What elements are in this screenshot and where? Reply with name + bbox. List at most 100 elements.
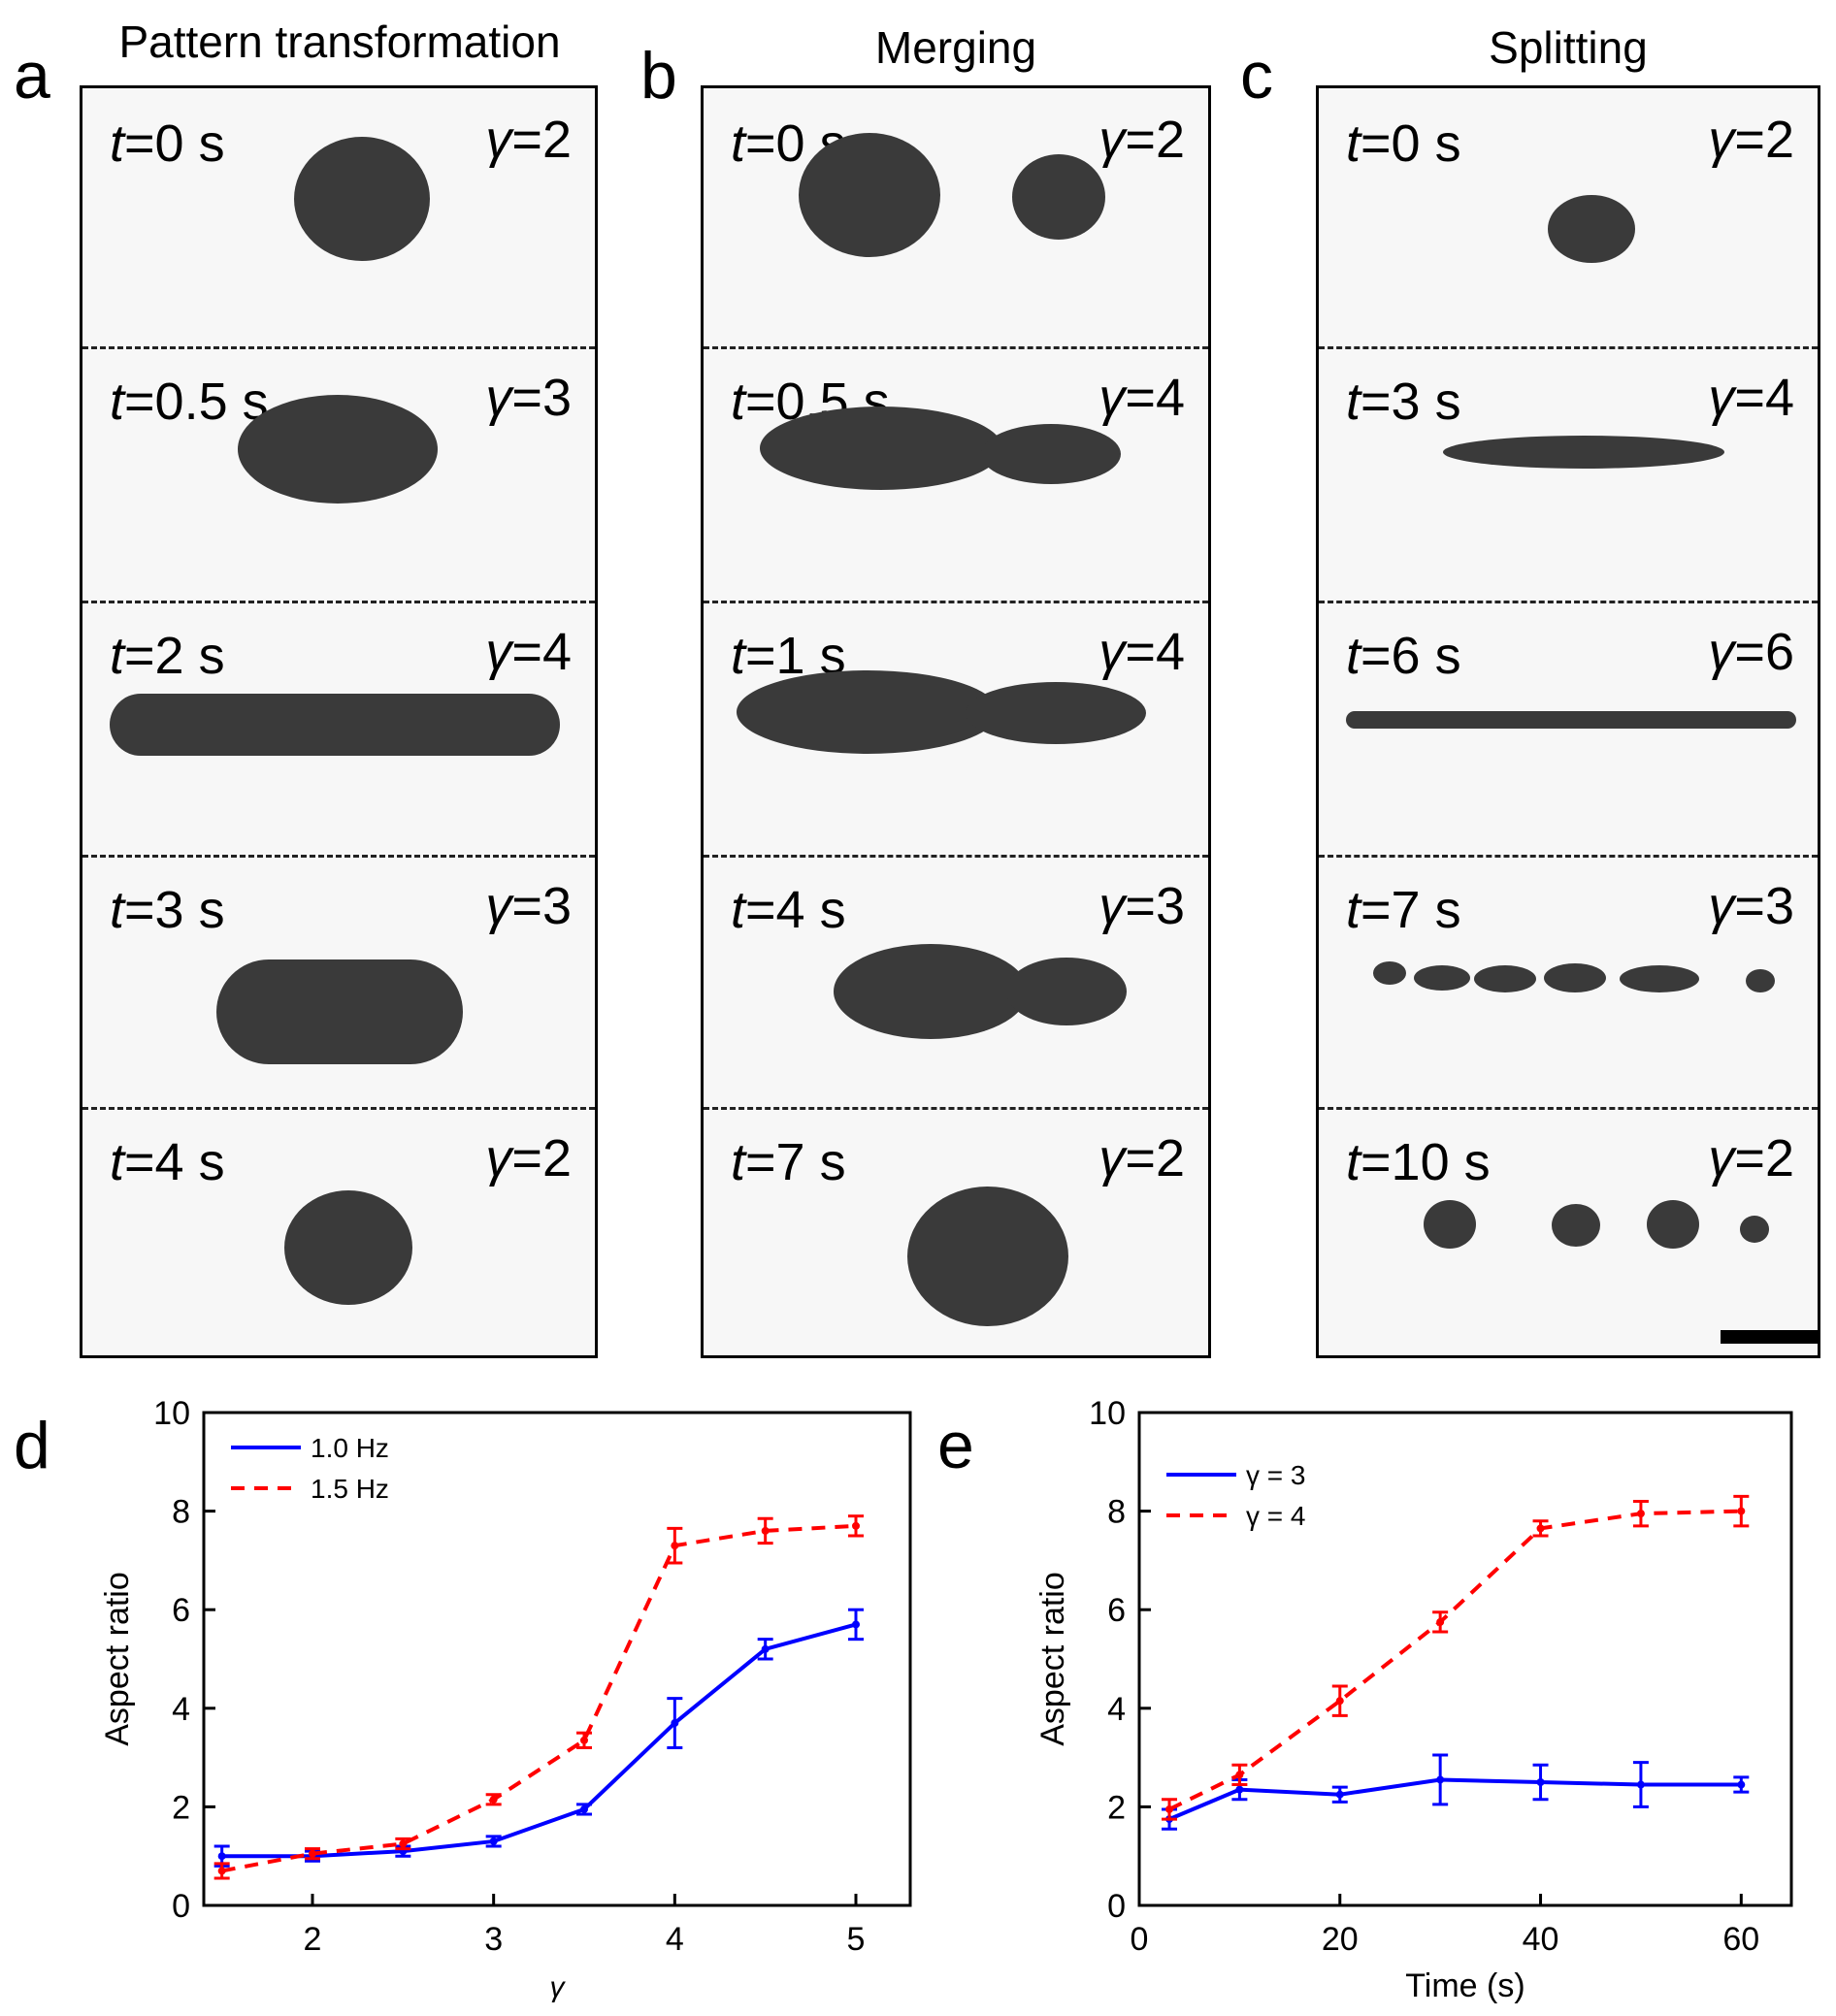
x-tick-label: 3 xyxy=(484,1921,503,1958)
panel-title-c: Splitting xyxy=(1489,22,1648,73)
x-tick-label: 20 xyxy=(1322,1921,1359,1958)
swarm-blob xyxy=(799,133,940,257)
swarm-blob xyxy=(1414,965,1470,991)
frame: t=4 s γ=2 xyxy=(82,1107,595,1355)
series-line xyxy=(221,1622,857,1859)
swarm-blob xyxy=(1548,195,1635,263)
y-tick-label: 6 xyxy=(172,1592,190,1629)
data-point xyxy=(1335,1697,1344,1706)
image-panel-b: t=0 s γ=2 t=0.5 s γ=4 t=1 s γ=4 t=4 s γ=… xyxy=(701,85,1211,1358)
scale-bar xyxy=(1721,1330,1818,1344)
time-label: t=4 s xyxy=(110,1133,225,1191)
frame: t=7 s γ=2 xyxy=(704,1107,1208,1355)
y-tick-label: 6 xyxy=(1107,1592,1126,1629)
divider xyxy=(704,346,1208,349)
series-line xyxy=(1168,1509,1742,1811)
panel-title-b: Merging xyxy=(874,22,1037,73)
swarm-blob xyxy=(834,944,1028,1039)
divider xyxy=(704,601,1208,603)
divider xyxy=(1319,855,1818,858)
legend-label: 1.0 Hz xyxy=(311,1433,389,1463)
series-line xyxy=(1168,1777,1742,1821)
data-point xyxy=(1436,1775,1445,1784)
data-point xyxy=(1235,1785,1244,1794)
x-axis-label: γ xyxy=(550,1971,567,2003)
data-point xyxy=(671,1719,679,1728)
swarm-blob xyxy=(1373,961,1406,985)
plot-frame xyxy=(1137,1411,1793,1907)
x-tick-label: 2 xyxy=(304,1921,322,1958)
divider xyxy=(82,1107,595,1110)
time-label: t=0 s xyxy=(1346,114,1461,173)
time-label: t=3 s xyxy=(1346,373,1461,431)
gamma-label: γ=4 xyxy=(1098,369,1185,427)
data-point xyxy=(1737,1780,1746,1789)
frame: t=3 s γ=3 xyxy=(82,855,595,1107)
gamma-label: γ=3 xyxy=(485,877,572,935)
x-tick-label: 5 xyxy=(847,1921,866,1958)
data-point xyxy=(671,1542,679,1550)
legend-label: γ = 3 xyxy=(1246,1460,1305,1490)
divider xyxy=(82,346,595,349)
data-point xyxy=(217,1852,226,1861)
panel-letter-a: a xyxy=(14,39,50,113)
series-line xyxy=(221,1523,857,1873)
time-label: t=0 s xyxy=(110,114,225,173)
gamma-label: γ=2 xyxy=(485,111,572,169)
time-label: t=3 s xyxy=(110,881,225,939)
data-point xyxy=(580,1736,588,1744)
panel-letter-d: d xyxy=(14,1409,50,1482)
panel-letter-b: b xyxy=(640,39,677,113)
data-point xyxy=(489,1795,498,1804)
frame: t=0.5 s γ=3 xyxy=(82,346,595,601)
data-point xyxy=(852,1620,860,1629)
chart-d: 0 2 4 6 8 10 2 3 4 5 γ Aspect ratio 1.0 Hz 1.5 Hz xyxy=(99,1395,912,2003)
y-tick-label: 0 xyxy=(1107,1888,1126,1925)
data-point xyxy=(852,1521,860,1530)
data-point xyxy=(761,1644,770,1653)
y-tick-label: 2 xyxy=(172,1789,190,1826)
panel-title-a: Pattern transformation xyxy=(118,16,561,67)
legend-label: 1.5 Hz xyxy=(311,1474,389,1504)
data-point xyxy=(1737,1507,1746,1515)
y-tick-label: 2 xyxy=(1107,1789,1126,1826)
y-tick-label: 10 xyxy=(153,1395,190,1432)
gamma-label: γ=3 xyxy=(485,369,572,427)
x-tick-label: 4 xyxy=(666,1921,684,1958)
divider xyxy=(704,855,1208,858)
swarm-blob xyxy=(1006,958,1127,1025)
y-tick-label: 10 xyxy=(1089,1395,1126,1432)
frame: t=3 s γ=4 xyxy=(1319,346,1818,601)
data-point xyxy=(1536,1778,1545,1786)
frame: t=0.5 s γ=4 xyxy=(704,346,1208,601)
swarm-blob xyxy=(981,424,1121,484)
x-tick-label: 40 xyxy=(1523,1921,1559,1958)
swarm-blob xyxy=(1647,1200,1699,1249)
frame: t=2 s γ=4 xyxy=(82,601,595,855)
frame: t=0 s γ=2 xyxy=(82,88,595,346)
swarm-blob xyxy=(1346,711,1796,729)
legend-label: γ = 4 xyxy=(1246,1501,1305,1531)
divider xyxy=(1319,601,1818,603)
y-axis-label: Aspect ratio xyxy=(1034,1572,1071,1746)
divider xyxy=(82,601,595,603)
frame: t=4 s γ=3 xyxy=(704,855,1208,1107)
y-tick-label: 8 xyxy=(1107,1494,1126,1531)
swarm-blob xyxy=(1740,1216,1769,1243)
chart-e: 0 2 4 6 8 10 0 20 40 60 Time (s) Aspect ratio γ = 3 γ… xyxy=(1034,1395,1793,2004)
swarm-blob xyxy=(1424,1200,1476,1249)
swarm-blob xyxy=(294,137,430,261)
data-point xyxy=(489,1837,498,1845)
gamma-label: γ=2 xyxy=(1708,111,1794,169)
time-label: t=0.5 s xyxy=(110,373,269,431)
divider xyxy=(82,855,595,858)
x-tick-label: 0 xyxy=(1131,1921,1149,1958)
frame: t=10 s γ=2 xyxy=(1319,1107,1818,1355)
data-point xyxy=(1335,1790,1344,1799)
swarm-blob xyxy=(110,694,560,756)
data-point xyxy=(1536,1524,1545,1533)
swarm-blob xyxy=(216,959,463,1064)
panel-letter-e: e xyxy=(937,1409,974,1482)
gamma-label: γ=3 xyxy=(1708,877,1794,935)
frame: t=7 s γ=3 xyxy=(1319,855,1818,1107)
